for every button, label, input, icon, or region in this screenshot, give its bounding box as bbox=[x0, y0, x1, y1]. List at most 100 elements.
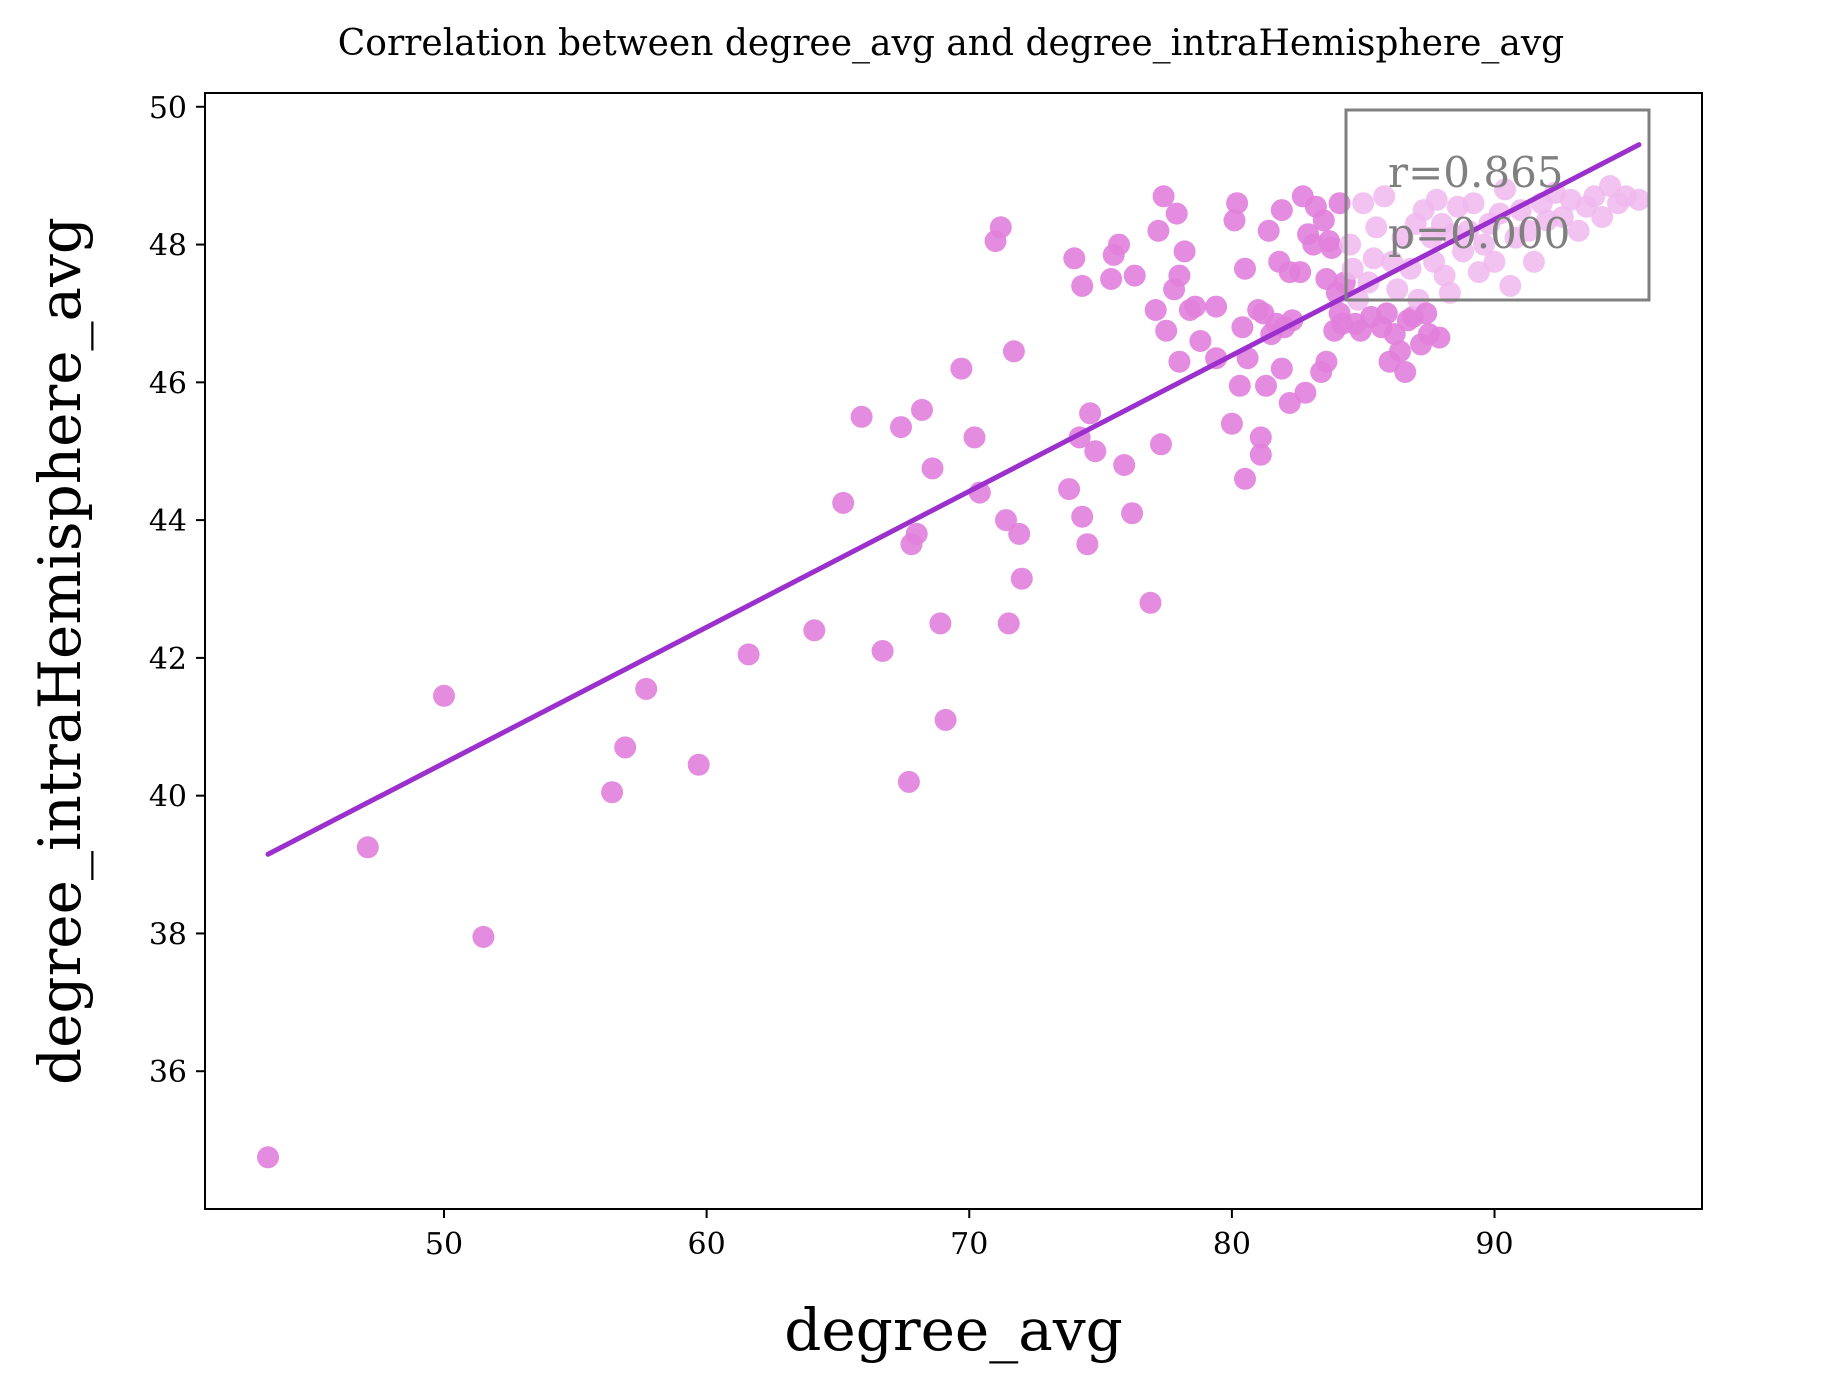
data-point bbox=[1165, 202, 1188, 225]
data-point bbox=[1058, 478, 1081, 501]
data-point bbox=[1278, 392, 1301, 414]
data-point bbox=[1234, 467, 1256, 490]
data-point bbox=[1121, 502, 1144, 525]
data-point bbox=[1551, 206, 1574, 228]
data-point bbox=[1394, 361, 1417, 383]
data-point bbox=[433, 684, 455, 707]
data-point bbox=[1438, 281, 1461, 304]
data-point bbox=[1462, 192, 1485, 215]
data-point bbox=[934, 708, 957, 731]
data-point bbox=[1155, 319, 1178, 342]
data-point bbox=[1362, 247, 1385, 270]
correlation-stats-box: r=0.865 p=0.000 bbox=[1344, 108, 1651, 302]
data-point bbox=[1071, 274, 1094, 297]
data-point bbox=[1373, 185, 1396, 208]
data-point bbox=[1008, 522, 1031, 545]
data-point bbox=[1249, 426, 1272, 449]
y-tick-label: 38 bbox=[149, 917, 187, 952]
data-point bbox=[871, 640, 894, 662]
data-point bbox=[1249, 443, 1272, 466]
y-tick-label: 50 bbox=[149, 91, 187, 126]
data-point bbox=[1294, 381, 1317, 404]
data-point bbox=[1567, 219, 1590, 242]
data-point bbox=[905, 522, 928, 545]
data-point bbox=[921, 457, 944, 480]
data-point bbox=[1079, 402, 1102, 425]
data-point bbox=[1100, 268, 1123, 290]
x-tick-label: 60 bbox=[688, 1227, 726, 1262]
data-point bbox=[1425, 188, 1448, 211]
data-point bbox=[1391, 226, 1414, 249]
data-point bbox=[950, 357, 973, 380]
data-point bbox=[356, 836, 379, 859]
data-point bbox=[1339, 233, 1362, 256]
x-axis-ticks: 50 60 70 80 90 bbox=[425, 1209, 1514, 1262]
y-axis-ticks: 36 38 40 42 44 46 48 50 bbox=[149, 91, 205, 1090]
data-point bbox=[1499, 274, 1522, 297]
data-point bbox=[1084, 440, 1107, 463]
data-point bbox=[1375, 302, 1398, 325]
data-point bbox=[997, 612, 1020, 635]
x-tick-label: 50 bbox=[425, 1227, 463, 1262]
data-point bbox=[1415, 302, 1438, 325]
data-point bbox=[890, 416, 912, 439]
x-tick-label: 70 bbox=[950, 1227, 988, 1262]
data-point bbox=[803, 619, 826, 642]
data-point bbox=[1152, 185, 1175, 208]
data-point bbox=[1255, 374, 1277, 397]
data-point bbox=[1591, 206, 1614, 228]
data-point bbox=[1108, 233, 1130, 256]
data-point bbox=[1428, 326, 1451, 349]
data-point bbox=[1144, 299, 1167, 321]
data-point bbox=[1386, 278, 1409, 301]
data-point bbox=[1517, 219, 1540, 242]
regression-line bbox=[265, 142, 1642, 857]
data-point bbox=[1139, 591, 1162, 614]
data-point bbox=[989, 216, 1012, 239]
data-point bbox=[1522, 250, 1545, 273]
y-tick-label: 36 bbox=[149, 1055, 187, 1090]
data-point bbox=[963, 426, 986, 449]
data-point bbox=[257, 1146, 279, 1169]
data-point bbox=[1352, 192, 1375, 215]
data-point bbox=[1010, 567, 1033, 590]
data-point bbox=[897, 770, 920, 793]
data-point bbox=[1150, 433, 1172, 456]
points-layer bbox=[257, 175, 1650, 1169]
stats-box-frame bbox=[1344, 108, 1651, 302]
data-point bbox=[1452, 240, 1474, 263]
data-point bbox=[1173, 240, 1196, 263]
data-point bbox=[1168, 350, 1191, 373]
data-point bbox=[1270, 199, 1293, 222]
data-point bbox=[1234, 257, 1256, 280]
data-point bbox=[832, 491, 855, 514]
data-point bbox=[1226, 192, 1249, 215]
chart-title: Correlation between degree_avg and degre… bbox=[338, 23, 1564, 64]
data-point bbox=[1076, 533, 1099, 556]
plot-area-frame bbox=[204, 92, 1703, 1210]
data-point bbox=[1312, 209, 1335, 232]
data-point bbox=[1315, 350, 1338, 373]
data-point bbox=[687, 753, 710, 776]
data-point bbox=[1184, 295, 1207, 318]
data-point bbox=[1147, 219, 1170, 242]
data-point bbox=[1320, 237, 1343, 259]
data-point bbox=[850, 405, 873, 428]
data-point bbox=[1223, 209, 1246, 232]
data-point bbox=[1599, 175, 1622, 197]
data-point bbox=[1071, 505, 1094, 528]
data-point bbox=[737, 643, 760, 666]
data-point bbox=[1289, 261, 1312, 284]
data-point bbox=[1113, 454, 1136, 476]
x-tick-label: 80 bbox=[1213, 1227, 1251, 1262]
data-point bbox=[1433, 264, 1456, 287]
data-point bbox=[1483, 250, 1506, 273]
data-point bbox=[995, 509, 1017, 532]
p-value-text: p=0.000 bbox=[1388, 209, 1570, 258]
y-tick-label: 40 bbox=[149, 780, 187, 815]
data-point bbox=[1583, 185, 1606, 208]
data-point bbox=[1628, 188, 1650, 211]
data-point bbox=[1189, 330, 1212, 352]
y-tick-label: 46 bbox=[149, 366, 187, 401]
